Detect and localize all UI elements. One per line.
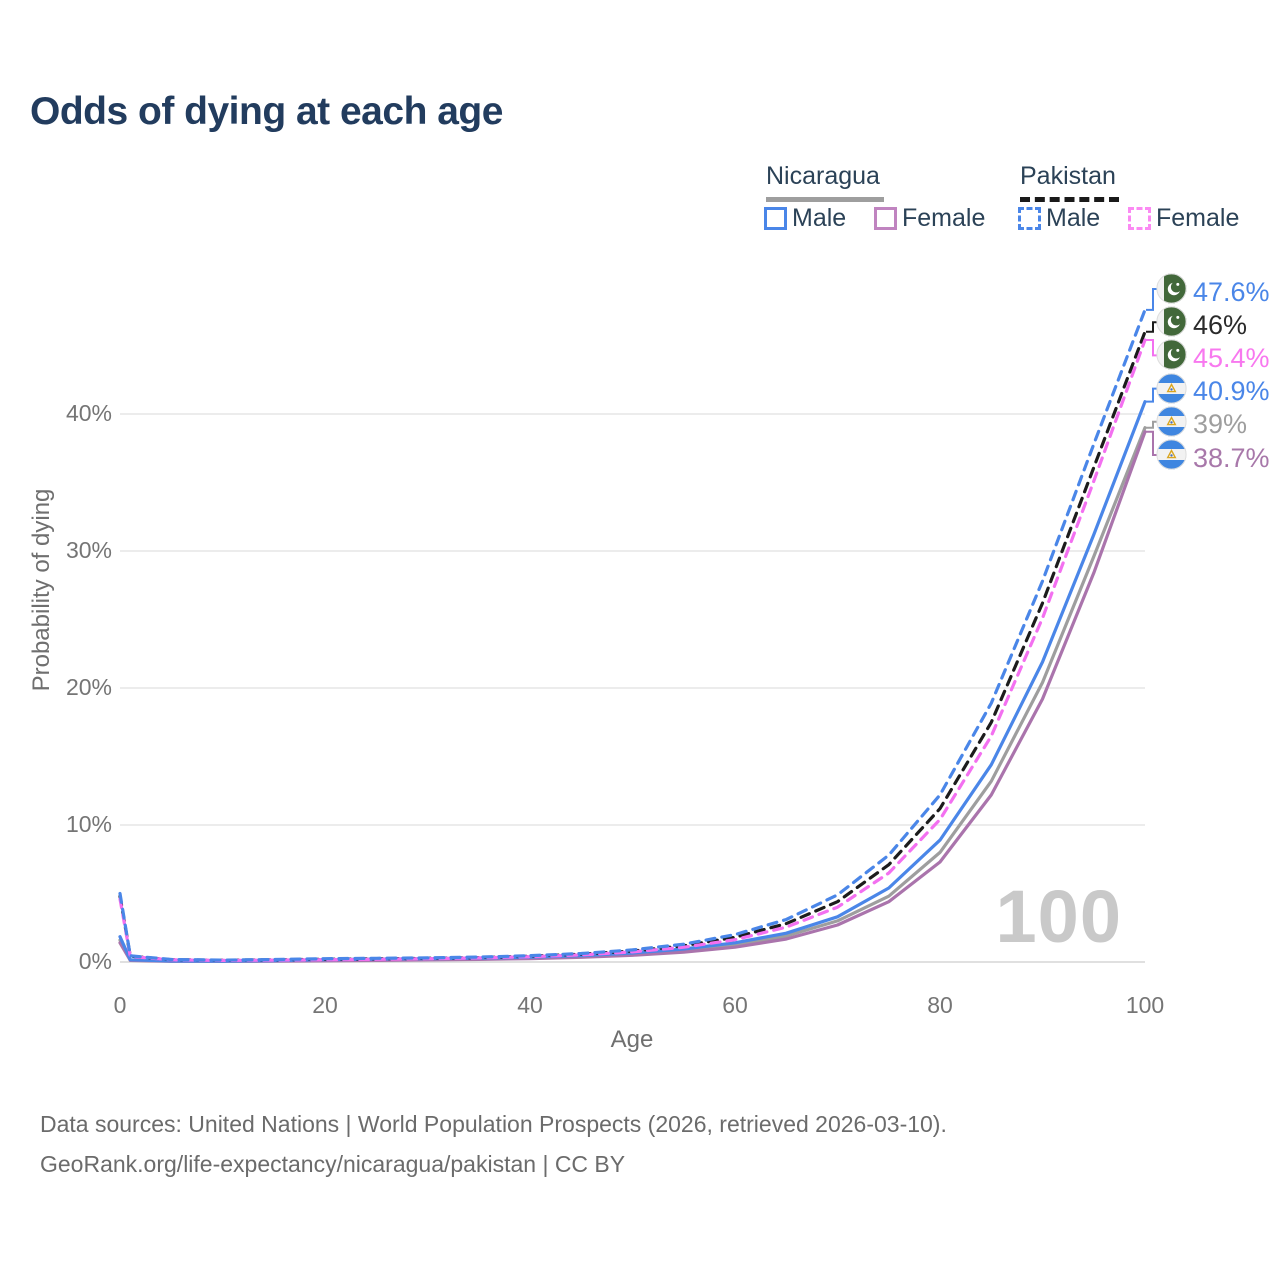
attribution-text: GeoRank.org/life-expectancy/nicaragua/pa…	[40, 1151, 626, 1177]
x-tick-0: 0	[113, 992, 127, 1018]
end-label-pakistan-male: 47.6%	[1156, 273, 1270, 311]
end-label-pakistan-female: 45.4%	[1156, 339, 1270, 377]
label-connector-nicaragua-female	[1146, 430, 1158, 456]
x-tick-100: 100	[1125, 992, 1165, 1018]
legend-item-pakistan-male[interactable]: Male	[1018, 204, 1100, 233]
nicaragua-female-swatch-icon	[874, 207, 897, 230]
nicaragua-flag-icon	[1156, 372, 1187, 404]
pakistan-female-swatch-icon	[1128, 207, 1151, 230]
pakistan-male-swatch-icon	[1018, 207, 1041, 230]
x-axis-title: Age	[610, 1026, 654, 1053]
legend-item-nicaragua-female[interactable]: Female	[874, 204, 985, 233]
legend-item-label: Female	[1156, 204, 1240, 232]
y-tick-10%: 10%	[65, 811, 112, 837]
end-label-value: 46%	[1193, 309, 1248, 340]
y-axis-title: Probability of dying	[28, 488, 55, 692]
pakistan-flag-icon	[1156, 339, 1187, 377]
legend-group-pakistan[interactable]: Pakistan	[1020, 162, 1116, 190]
legend-item-label: Male	[792, 204, 847, 232]
series-line-pakistan-female[interactable]	[118, 338, 1147, 963]
label-connector-nicaragua	[1146, 420, 1158, 429]
y-tick-20%: 20%	[65, 674, 112, 700]
x-tick-80: 80	[927, 992, 953, 1018]
label-connector-pakistan	[1146, 321, 1158, 333]
legend-item-pakistan-female[interactable]: Female	[1128, 204, 1239, 233]
pakistan-flag-icon	[1156, 306, 1187, 337]
nicaragua-flag-icon	[1156, 372, 1187, 411]
x-tick-40: 40	[517, 992, 543, 1018]
legend-item-nicaragua-male[interactable]: Male	[764, 204, 846, 233]
nicaragua-flag-icon	[1156, 439, 1187, 477]
y-tick-0%: 0%	[78, 948, 112, 974]
series-line-pakistan[interactable]	[118, 330, 1147, 962]
x-tick-20: 20	[312, 992, 338, 1018]
end-label-nicaragua: 39%	[1156, 406, 1247, 444]
age-watermark: 100	[995, 875, 1122, 958]
series-line-nicaragua[interactable]	[118, 426, 1147, 963]
label-connector-nicaragua-male	[1146, 387, 1158, 403]
page-title: Odds of dying at each age	[30, 90, 503, 133]
legend-underline-nicaragua	[766, 197, 884, 202]
end-label-value: 38.7%	[1193, 442, 1270, 473]
line-chart	[118, 288, 1158, 963]
end-label-nicaragua-female: 38.7%	[1156, 439, 1270, 477]
nicaragua-flag-icon	[1156, 439, 1187, 470]
footer: Data sources: United Nations | World Pop…	[40, 1104, 947, 1184]
series-line-nicaragua-female[interactable]	[118, 430, 1147, 963]
end-label-value: 39%	[1193, 409, 1248, 440]
x-tick-60: 60	[722, 992, 748, 1018]
pakistan-flag-icon	[1156, 339, 1187, 370]
pakistan-flag-icon	[1156, 273, 1187, 304]
y-tick-40%: 40%	[65, 400, 112, 426]
series-line-nicaragua-male[interactable]	[118, 400, 1147, 963]
end-label-value: 47.6%	[1193, 276, 1270, 307]
nicaragua-male-swatch-icon	[764, 207, 787, 230]
legend-group-nicaragua[interactable]: Nicaragua	[766, 162, 880, 190]
pakistan-flag-icon	[1156, 273, 1187, 311]
label-connector-pakistan-male	[1146, 288, 1158, 311]
end-label-pakistan: 46%	[1156, 306, 1247, 344]
end-label-nicaragua-male: 40.9%	[1156, 372, 1270, 411]
pakistan-flag-icon	[1156, 306, 1187, 344]
series-line-pakistan-male[interactable]	[118, 308, 1147, 962]
legend-item-label: Male	[1046, 204, 1101, 232]
end-label-value: 45.4%	[1193, 342, 1270, 373]
end-label-value: 40.9%	[1193, 376, 1270, 407]
y-tick-30%: 30%	[65, 537, 112, 563]
nicaragua-flag-icon	[1156, 406, 1187, 444]
data-source-text: Data sources: United Nations | World Pop…	[40, 1111, 947, 1137]
legend-item-label: Female	[902, 204, 986, 232]
label-connector-pakistan-female	[1146, 339, 1158, 357]
legend-underline-pakistan	[1020, 197, 1119, 202]
nicaragua-flag-icon	[1156, 406, 1187, 437]
